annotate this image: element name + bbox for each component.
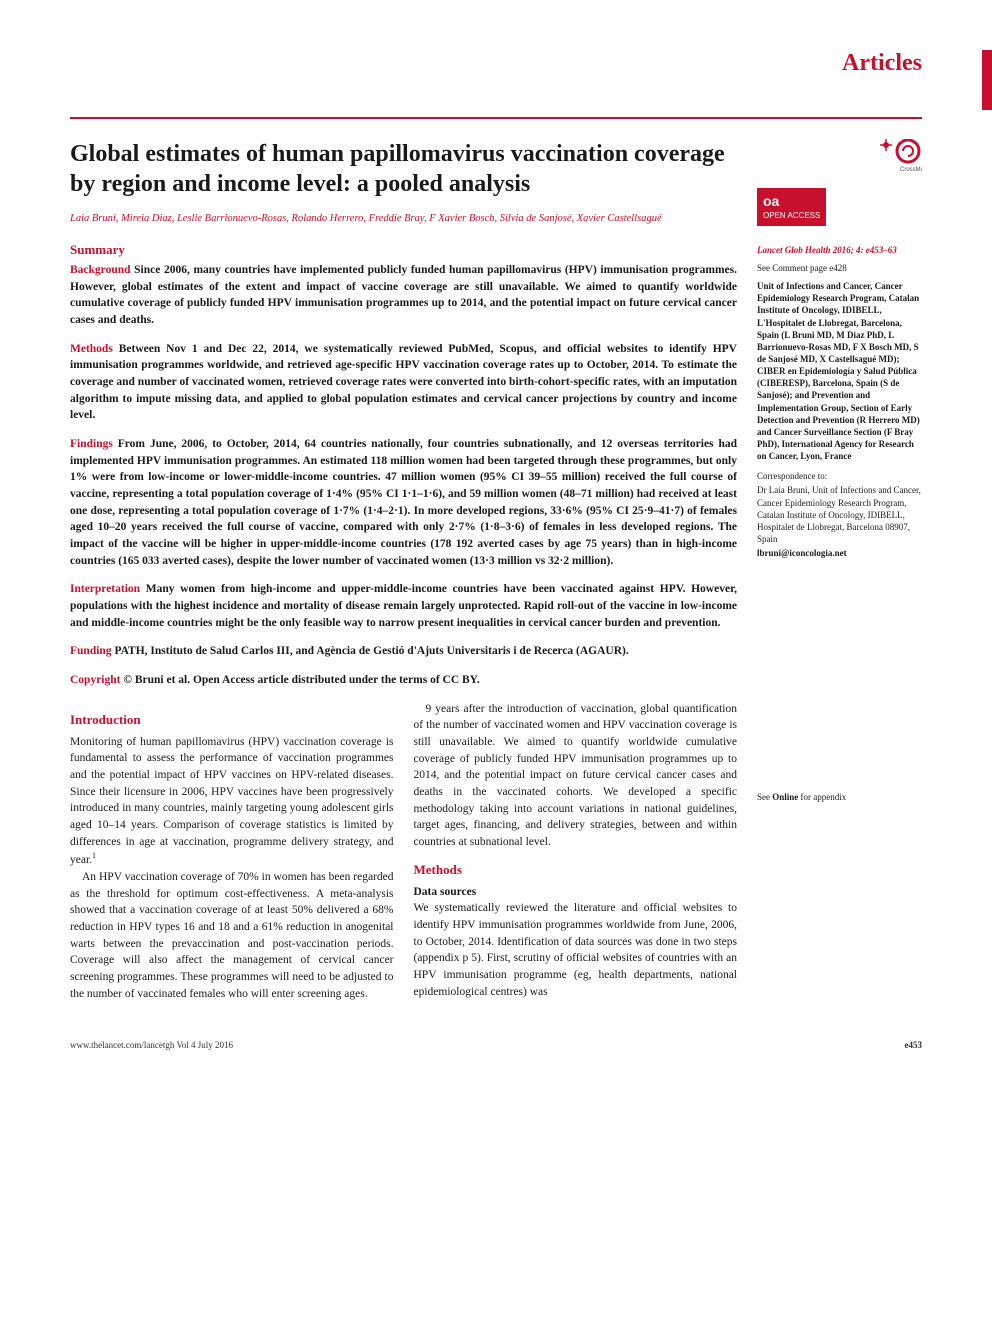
appendix-note: See Online for appendix — [757, 791, 922, 803]
abstract-background: Background Since 2006, many countries ha… — [70, 262, 737, 329]
journal-citation: Lancet Glob Health 2016; 4: e453–63 — [757, 244, 922, 256]
page-container: Articles Global estimates of human papil… — [0, 0, 992, 1090]
methods-text: Between Nov 1 and Dec 22, 2014, we syste… — [70, 343, 737, 422]
content-wrap: Global estimates of human papillomavirus… — [70, 139, 922, 1002]
correspondence-text: Dr Laia Bruni, Unit of Infections and Ca… — [757, 484, 922, 545]
background-text: Since 2006, many countries have implemen… — [70, 264, 737, 326]
funding-label: Funding — [70, 645, 112, 657]
correspondence-email: lbruni@iconcologia.net — [757, 547, 922, 559]
footer-journal-info: www.thelancet.com/lancetgh Vol 4 July 20… — [70, 1040, 233, 1050]
summary-heading: Summary — [70, 242, 737, 258]
open-access-badge[interactable]: oa OPEN ACCESS — [757, 188, 922, 244]
author-list: Laia Bruni, Mireia Diaz, Leslie Barrionu… — [70, 213, 737, 224]
sidebar-column: CrossMark oa OPEN ACCESS Lancet Glob Hea… — [757, 139, 922, 1002]
background-label: Background — [70, 264, 131, 276]
oa-short: oa — [763, 192, 820, 211]
interpretation-text: Many women from high-income and upper-mi… — [70, 583, 737, 628]
findings-text: From June, 2006, to October, 2014, 64 co… — [70, 438, 737, 567]
crossmark-icon: CrossMark — [878, 139, 922, 176]
funding-text: PATH, Instituto de Salud Carlos III, and… — [114, 645, 628, 657]
section-label: Articles — [70, 50, 922, 77]
appendix-online: Online — [772, 792, 798, 802]
intro-paragraph-3: 9 years after the introduction of vaccin… — [414, 701, 738, 851]
introduction-heading: Introduction — [70, 711, 394, 730]
appendix-post: for appendix — [798, 792, 846, 802]
article-title: Global estimates of human papillomavirus… — [70, 139, 737, 199]
body-columns: Introduction Monitoring of human papillo… — [70, 701, 737, 1002]
methods-label: Methods — [70, 343, 113, 355]
intro-paragraph-2: An HPV vaccination coverage of 70% in wo… — [70, 869, 394, 1002]
footer-page-number: e453 — [905, 1040, 923, 1050]
methods-subheading: Data sources — [414, 884, 738, 901]
intro-paragraph-1: Monitoring of human papillomavirus (HPV)… — [70, 734, 394, 869]
crossmark-badge[interactable]: CrossMark — [757, 139, 922, 176]
oa-label: OPEN ACCESS — [763, 211, 820, 220]
appendix-pre: See — [757, 792, 772, 802]
crossmark-label: CrossMark — [900, 167, 922, 173]
ref-1: 1 — [92, 851, 96, 860]
copyright-label: Copyright — [70, 674, 120, 686]
affiliations: Unit of Infections and Cancer, Cancer Ep… — [757, 280, 922, 462]
methods-heading: Methods — [414, 861, 738, 880]
title-rule — [70, 117, 922, 119]
abstract-funding: Funding PATH, Instituto de Salud Carlos … — [70, 643, 737, 660]
accent-bar — [982, 50, 992, 110]
copyright-text: © Bruni et al. Open Access article distr… — [123, 674, 479, 686]
abstract-copyright: Copyright © Bruni et al. Open Access art… — [70, 672, 737, 689]
interpretation-label: Interpretation — [70, 583, 140, 595]
comment-reference: See Comment page e428 — [757, 262, 922, 274]
abstract-interpretation: Interpretation Many women from high-inco… — [70, 581, 737, 631]
findings-label: Findings — [70, 438, 113, 450]
abstract-methods: Methods Between Nov 1 and Dec 22, 2014, … — [70, 341, 737, 424]
page-footer: www.thelancet.com/lancetgh Vol 4 July 20… — [70, 1032, 922, 1050]
methods-paragraph-1: We systematically reviewed the literatur… — [414, 900, 738, 1000]
main-column: Global estimates of human papillomavirus… — [70, 139, 737, 1002]
correspondence-label: Correspondence to: — [757, 470, 922, 482]
abstract-findings: Findings From June, 2006, to October, 20… — [70, 436, 737, 569]
